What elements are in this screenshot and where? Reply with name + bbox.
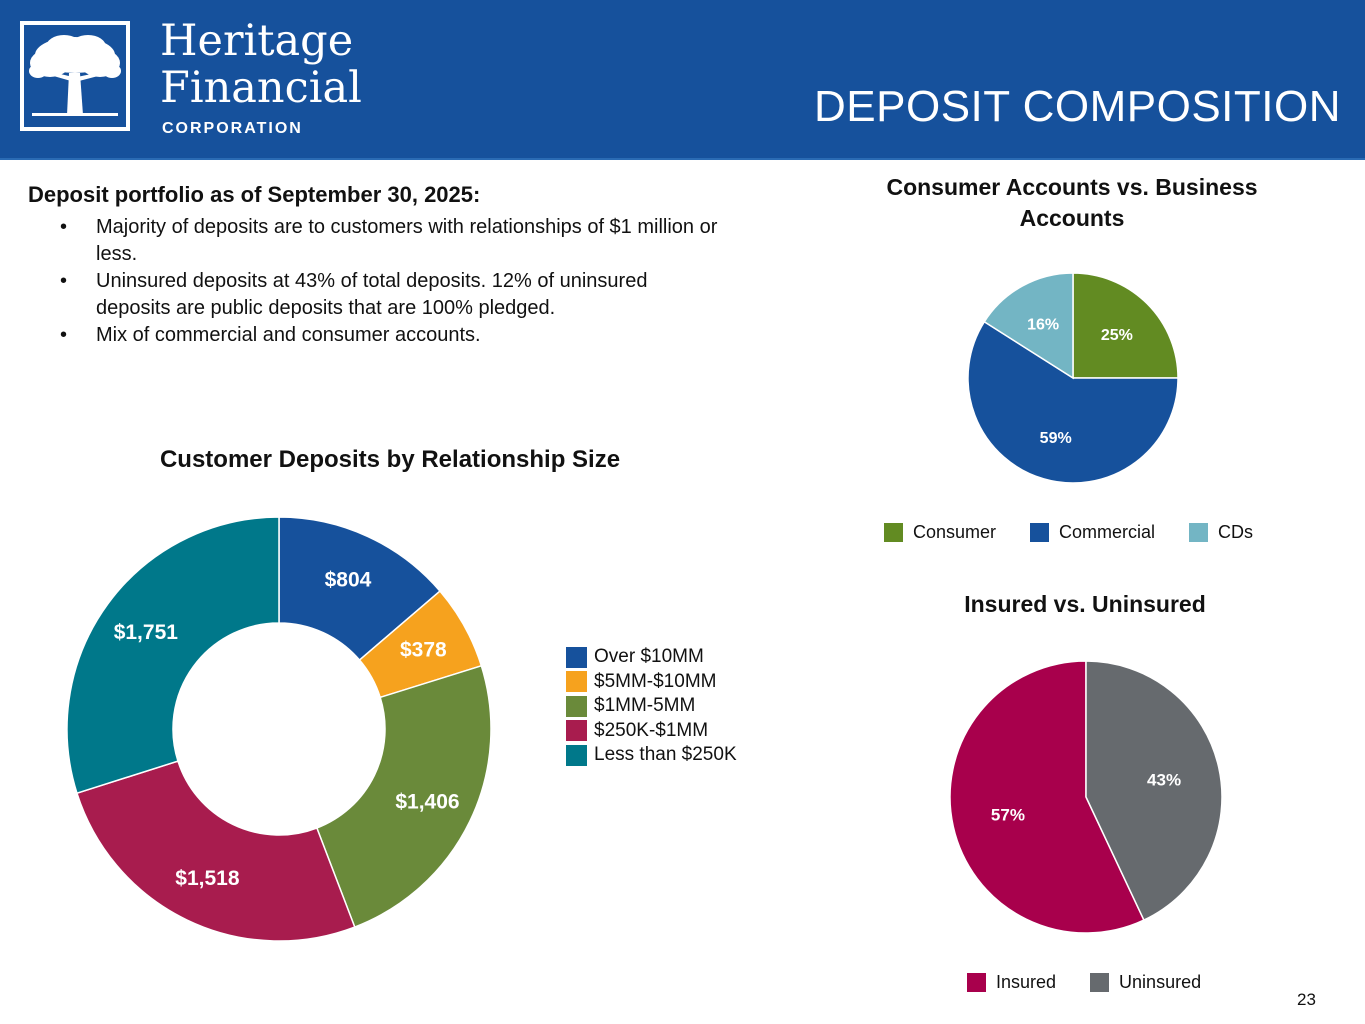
relationship-donut-slice-4 bbox=[66, 516, 280, 795]
legend-item: Over $10MM bbox=[566, 645, 737, 670]
legend-item: CDs bbox=[1189, 522, 1253, 543]
chart-title-consumer-business: Consumer Accounts vs. Business Accounts bbox=[886, 174, 1258, 231]
bullet-dot-icon: • bbox=[60, 216, 68, 238]
consumer-pie-slice-0 bbox=[1072, 272, 1179, 379]
legend-swatch bbox=[1030, 523, 1050, 542]
insured-pie-slice-1 bbox=[1085, 660, 1223, 922]
legend-label: Consumer bbox=[913, 522, 997, 542]
legend-label: $5MM-$10MM bbox=[594, 670, 717, 692]
page-number: 23 bbox=[1297, 990, 1316, 1009]
bullet-item: • Mix of commercial and consumer accounts… bbox=[60, 322, 720, 349]
relationship-donut-data-label-2: $1,406 bbox=[395, 790, 459, 813]
consumer-pie-slice-2 bbox=[983, 272, 1074, 380]
header-banner: Heritage Financial CORPORATION DEPOSIT C… bbox=[0, 0, 1365, 160]
legend-item: $5MM-$10MM bbox=[566, 670, 737, 695]
relationship-donut-data-label-4: $1,751 bbox=[114, 621, 179, 644]
chart-title-insured-uninsured: Insured vs. Uninsured bbox=[964, 591, 1206, 617]
relationship-donut-slice-2 bbox=[315, 664, 492, 928]
legend-swatch bbox=[566, 671, 587, 693]
logo-mark bbox=[20, 21, 130, 131]
relationship-donut-data-label-0: $804 bbox=[325, 568, 372, 591]
legend-item: $1MM-5MM bbox=[566, 694, 737, 719]
bullet-text: Majority of deposits are to customers wi… bbox=[96, 216, 718, 265]
legend-label: Insured bbox=[996, 972, 1057, 992]
legend-label: CDs bbox=[1218, 522, 1254, 542]
logo-text-corporation: CORPORATION bbox=[162, 120, 303, 137]
legend-item: Less than $250K bbox=[566, 743, 737, 768]
relationship-donut-slice-3 bbox=[76, 760, 356, 942]
bullet-dot-icon: • bbox=[60, 324, 68, 346]
intro-bullet-list: • Majority of deposits are to customers w… bbox=[60, 214, 720, 349]
legend-label: Uninsured bbox=[1119, 972, 1202, 992]
legend-item: Consumer bbox=[884, 522, 996, 543]
consumer-business-legend: Consumer Commercial CDs bbox=[884, 522, 1287, 543]
legend-item: Insured bbox=[967, 972, 1056, 993]
consumer-pie-data-label-2: 16% bbox=[1027, 316, 1059, 333]
consumer-pie-data-label-1: 59% bbox=[1040, 430, 1072, 447]
insured-pie-slice-0 bbox=[949, 660, 1145, 934]
legend-swatch bbox=[566, 744, 587, 766]
bullet-text: Mix of commercial and consumer accounts. bbox=[96, 324, 481, 346]
intro-heading: Deposit portfolio as of September 30, 20… bbox=[28, 182, 481, 207]
legend-swatch bbox=[967, 973, 986, 992]
legend-swatch bbox=[566, 646, 587, 668]
legend-label: $250K-$1MM bbox=[594, 719, 709, 741]
insured-uninsured-legend: Insured Uninsured bbox=[967, 972, 1235, 993]
relationship-donut-data-label-3: $1,518 bbox=[175, 867, 240, 890]
oak-tree-icon bbox=[29, 35, 121, 116]
legend-label: Commercial bbox=[1059, 522, 1156, 542]
bullet-text: Uninsured deposits at 43% of total depos… bbox=[96, 270, 648, 319]
slide-title: DEPOSIT COMPOSITION bbox=[814, 82, 1341, 131]
legend-item: $250K-$1MM bbox=[566, 719, 737, 744]
insured-pie-data-label-0: 57% bbox=[991, 805, 1025, 824]
bullet-item: • Majority of deposits are to customers w… bbox=[60, 214, 720, 268]
legend-swatch bbox=[1189, 523, 1209, 542]
logo-text-heritage: Heritage bbox=[160, 16, 354, 66]
legend-item: Uninsured bbox=[1090, 972, 1201, 993]
insured-pie-data-label-1: 43% bbox=[1147, 770, 1181, 789]
legend-swatch bbox=[566, 720, 587, 742]
legend-label: Over $10MM bbox=[594, 646, 704, 668]
logo-text-financial: Financial bbox=[160, 63, 362, 113]
legend-swatch bbox=[1090, 973, 1110, 992]
legend-swatch bbox=[566, 695, 587, 717]
bullet-dot-icon: • bbox=[60, 270, 68, 292]
relationship-donut-slice-0 bbox=[278, 516, 442, 662]
chart-title-relationship-size: Customer Deposits by Relationship Size bbox=[159, 446, 621, 473]
bullet-item: • Uninsured deposits at 43% of total depo… bbox=[60, 268, 720, 322]
legend-label: $1MM-5MM bbox=[594, 695, 696, 717]
legend-swatch bbox=[884, 523, 903, 542]
relationship-size-legend: Over $10MM $5MM-$10MM $1MM-5MM $250K-$1M… bbox=[566, 645, 737, 768]
legend-item: Commercial bbox=[1030, 522, 1155, 543]
relationship-donut-data-label-1: $378 bbox=[400, 638, 447, 661]
consumer-pie-data-label-0: 25% bbox=[1101, 327, 1133, 344]
legend-label: Less than $250K bbox=[594, 744, 737, 766]
header-divider bbox=[0, 158, 1365, 160]
consumer-pie-slice-1 bbox=[967, 320, 1179, 484]
